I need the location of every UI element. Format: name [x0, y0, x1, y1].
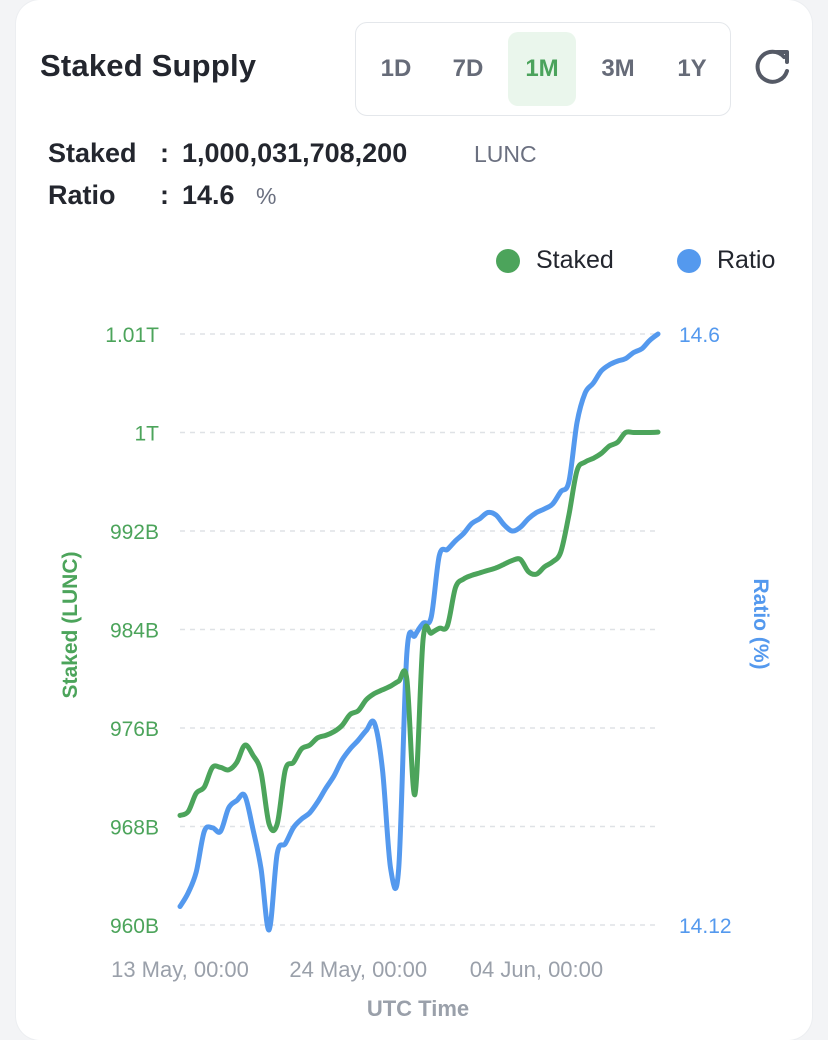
ratio-stat-row: Ratio : 14.6 % [48, 180, 276, 211]
y-tick-label-left: 1.01T [105, 324, 159, 347]
ratio-stat-value: 14.6 [182, 180, 235, 210]
time-range-selector: 1D 7D 1M 3M 1Y [355, 22, 731, 116]
x-axis-title: UTC Time [367, 996, 469, 1021]
range-button-1m[interactable]: 1M [508, 32, 576, 106]
y-tick-label-left: 968B [110, 817, 159, 840]
refresh-icon[interactable] [748, 44, 796, 92]
ratio-stat-label: Ratio [48, 180, 116, 210]
legend-item-ratio[interactable]: Ratio [677, 246, 775, 275]
y-axis-title-left: Staked (LUNC) [59, 551, 82, 698]
y-tick-label-left: 960B [110, 915, 159, 938]
page-title: Staked Supply [40, 48, 257, 83]
staked-stat-value: 1,000,031,708,200 [182, 138, 408, 168]
legend-item-staked[interactable]: Staked [496, 246, 614, 275]
y-tick-label-right: 14.6 [679, 324, 720, 347]
legend-label-staked: Staked [536, 246, 614, 274]
x-tick-label: 04 Jun, 00:00 [470, 957, 603, 982]
series-line-staked [177, 429, 661, 834]
ratio-stat-unit: % [256, 183, 277, 209]
staked-stat-label: Staked [48, 138, 137, 168]
range-button-7d[interactable]: 7D [452, 55, 484, 82]
staked-supply-card [16, 0, 812, 1040]
range-button-1y[interactable]: 1Y [677, 55, 707, 82]
y-tick-label-left: 984B [110, 620, 159, 643]
y-axis-title-right: Ratio (%) [749, 579, 772, 670]
ratio-stat-colon: : [160, 180, 169, 210]
staked-stat-colon: : [160, 138, 169, 168]
series-line-ratio [177, 331, 661, 933]
y-tick-label-left: 976B [110, 718, 159, 741]
range-button-1d[interactable]: 1D [380, 55, 412, 82]
legend-dot-staked [496, 248, 520, 273]
y-tick-label-right: 14.12 [679, 915, 732, 938]
x-tick-label: 24 May, 00:00 [289, 957, 427, 982]
range-button-3m[interactable]: 3M [601, 55, 635, 82]
legend-label-ratio: Ratio [717, 246, 776, 274]
staked-stat-row: Staked : 1,000,031,708,200 LUNC [48, 138, 537, 169]
y-tick-label-left: 1T [134, 423, 159, 446]
staked-stat-unit: LUNC [474, 141, 537, 167]
y-tick-label-left: 992B [110, 521, 159, 544]
legend-dot-ratio [677, 248, 701, 273]
x-tick-label: 13 May, 00:00 [111, 957, 249, 982]
